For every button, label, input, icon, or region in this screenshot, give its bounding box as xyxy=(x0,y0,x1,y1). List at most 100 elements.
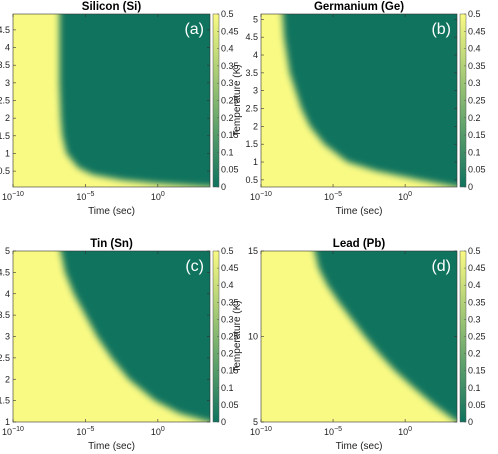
colorbar-tick-label: 0.15 xyxy=(221,130,239,140)
panel-b: Germanium (Ge) (b) 0.5 1 1.5 2 2.5 3 3.5 4 4.5 5 10−… xyxy=(232,1,486,217)
colorbar-tick-label: 0.15 xyxy=(221,366,239,376)
y-tick-label: 4 xyxy=(253,50,258,60)
colorbar-tick-label: 0.2 xyxy=(221,113,234,123)
x-tick-label: 10−5 xyxy=(324,426,342,437)
panel-label: (b) xyxy=(431,21,451,38)
colorbar-tick-label: 0.3 xyxy=(221,78,234,88)
heatmap-region-high xyxy=(13,14,210,187)
y-tick-label: 2 xyxy=(253,121,258,131)
x-axis-label: Time (sec) xyxy=(88,206,135,217)
colorbar-tick-label: 0.1 xyxy=(221,383,234,393)
y-tick-label: 1 xyxy=(253,157,258,167)
colorbar-tick-label: 0.25 xyxy=(468,332,486,342)
y-tick-label: 3 xyxy=(5,78,10,88)
colorbar-tick-label: 0.45 xyxy=(221,263,239,273)
x-tick-label: 10−10 xyxy=(2,426,24,437)
chart-title: Tin (Sn) xyxy=(90,238,133,250)
y-tick-label: 1.5 xyxy=(0,131,10,141)
y-tick-label: 4 xyxy=(5,43,10,53)
y-tick-label: 2.5 xyxy=(0,353,10,363)
x-tick-label: 10−5 xyxy=(76,191,94,202)
colorbar-tick-label: 0.1 xyxy=(468,147,481,157)
colorbar-tick-label: 0.35 xyxy=(468,297,486,307)
colorbar-tick-label: 0 xyxy=(221,417,226,427)
colorbar-tick-label: 0.4 xyxy=(221,280,234,290)
y-tick-label: 0.5 xyxy=(0,166,10,176)
x-axis-label: Time (sec) xyxy=(88,441,135,452)
colorbar-tick-label: 0 xyxy=(468,417,473,427)
y-axis-label: Temperature (K) xyxy=(232,64,243,136)
colorbar-tick-label: 0.4 xyxy=(221,44,234,54)
colorbar-tick-label: 0.5 xyxy=(468,246,481,256)
plot-frame xyxy=(260,13,458,188)
chart-title: Germanium (Ge) xyxy=(314,1,404,13)
y-tick-label: 4.5 xyxy=(0,25,10,35)
y-tick-label: 4.5 xyxy=(0,267,10,277)
colorbar-tick-label: 0.2 xyxy=(468,113,481,123)
x-tick-label: 100 xyxy=(151,426,165,437)
y-tick-label: 3 xyxy=(5,332,10,342)
x-tick-label: 10−5 xyxy=(324,191,342,202)
y-tick-label: 2.5 xyxy=(245,104,258,114)
x-axis-label: Time (sec) xyxy=(336,206,383,217)
heatmap xyxy=(261,14,457,187)
colorbar-tick-label: 0.05 xyxy=(221,165,239,175)
colorbar-tick-label: 0.5 xyxy=(221,246,234,256)
colorbar-tick-label: 0.45 xyxy=(221,26,239,36)
x-tick-label: 10−10 xyxy=(250,191,272,202)
y-tick-label: 1.5 xyxy=(0,396,10,406)
colorbar-tick-label: 0 xyxy=(221,182,226,192)
colorbar-tick-label: 0.3 xyxy=(468,314,481,324)
heatmap xyxy=(13,251,210,422)
y-tick-label: 1 xyxy=(5,417,10,427)
y-tick-label: 5 xyxy=(253,14,258,24)
panel-d: Lead (Pb) (d) 5 10 15 10−10 10−5 100 Time (sec) T… xyxy=(232,238,486,452)
heatmap xyxy=(13,14,210,187)
heatmap-region-high xyxy=(261,251,457,422)
colorbar-tick-label: 0 xyxy=(468,182,473,192)
colorbar-tick-label: 0.2 xyxy=(221,349,234,359)
y-tick-label: 2 xyxy=(5,113,10,123)
y-tick-label: 15 xyxy=(248,246,258,256)
panel-a: Silicon (Si) (a) 0.5 1 1.5 2 2.5 3 3.5 4 4.5 10−10 1… xyxy=(0,1,239,217)
y-tick-label: 4.5 xyxy=(245,32,258,42)
y-tick-label: 4 xyxy=(5,289,10,299)
heatmap xyxy=(261,251,457,422)
y-tick-label: 3.5 xyxy=(245,68,258,78)
colorbar-tick-label: 0.1 xyxy=(221,147,234,157)
y-tick-label: 5 xyxy=(253,417,258,427)
y-tick-label: 5 xyxy=(5,246,10,256)
x-tick-label: 10−5 xyxy=(76,426,94,437)
colorbar-tick-label: 0.35 xyxy=(221,61,239,71)
chart-title: Lead (Pb) xyxy=(333,238,386,250)
y-tick-label: 3.5 xyxy=(0,60,10,70)
colorbar-tick-label: 0.5 xyxy=(221,9,234,19)
colorbar-tick-label: 0.45 xyxy=(468,26,486,36)
colorbar-tick-label: 0.4 xyxy=(468,280,481,290)
colorbar-tick-label: 0.4 xyxy=(468,44,481,54)
x-tick-label: 10−10 xyxy=(2,191,24,202)
colorbar-tick-label: 0.15 xyxy=(468,130,486,140)
colorbar-tick-label: 0.3 xyxy=(468,78,481,88)
colorbar-tick-label: 0.3 xyxy=(221,314,234,324)
heatmap-region-high xyxy=(261,14,457,187)
colorbar-tick-label: 0.2 xyxy=(468,349,481,359)
x-tick-label: 100 xyxy=(151,191,165,202)
panel-label: (d) xyxy=(431,258,451,275)
x-tick-label: 10−10 xyxy=(250,426,272,437)
colorbar-tick-label: 0.25 xyxy=(221,332,239,342)
y-tick-label: 0.5 xyxy=(245,175,258,185)
colorbar-tick-label: 0.05 xyxy=(221,400,239,410)
chart-title: Silicon (Si) xyxy=(82,1,142,13)
panel-label: (c) xyxy=(185,258,204,275)
colorbar-tick-label: 0.25 xyxy=(221,96,239,106)
colorbar-tick-label: 0.35 xyxy=(221,297,239,307)
colorbar-tick-label: 0.45 xyxy=(468,263,486,273)
colorbar-tick-label: 0.05 xyxy=(468,165,486,175)
y-tick-label: 10 xyxy=(248,332,258,342)
y-tick-label: 2.5 xyxy=(0,96,10,106)
panel-c: Tin (Sn) (c) 1 1.5 2 2.5 3 3.5 4 4.5 5 10−10 10−5 100… xyxy=(0,238,239,452)
y-tick-label: 1.5 xyxy=(245,139,258,149)
colorbar-tick-label: 0.25 xyxy=(468,96,486,106)
